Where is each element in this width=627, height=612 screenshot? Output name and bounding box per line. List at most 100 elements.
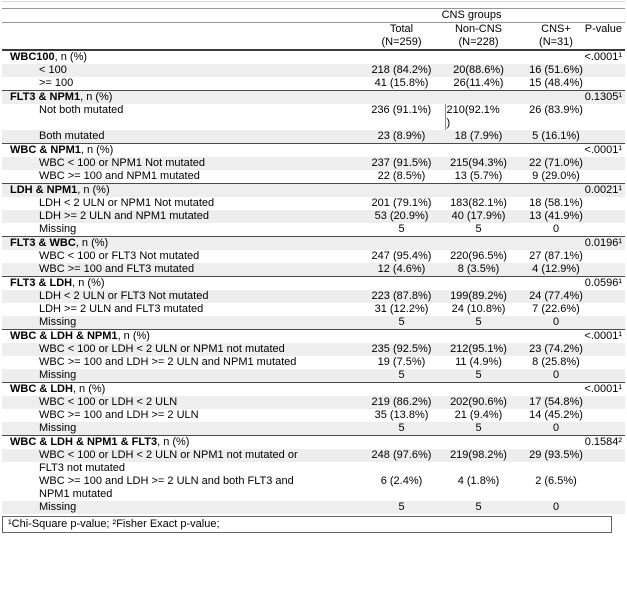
- cnsplus-cell: 18 (58.1%): [529, 197, 583, 209]
- noncns-cell: 5: [445, 501, 512, 514]
- total-cell: 5: [358, 316, 445, 330]
- total-cell: 35 (13.8%): [374, 409, 429, 421]
- row-label: WBC >= 100 and LDH >= 2 ULN: [39, 409, 199, 421]
- cnsplus-cell: 7 (22.6%): [532, 303, 580, 315]
- total-cell: 12 (4.6%): [358, 263, 445, 277]
- cns-groups-table: CNS groups Total (N=259) Non-CNS (N=228)…: [2, 8, 626, 514]
- noncns-cell: 24 (10.8%): [451, 303, 506, 315]
- section-row: FLT3 & WBC, n (%) 0.0196¹: [2, 236, 626, 250]
- total-cell: 235 (92.5%): [358, 343, 445, 356]
- data-row: Both mutated 23 (8.9%) 18 (7.9%) 5 (16.1%): [2, 130, 626, 144]
- cnsplus-cell: 5 (16.1%): [512, 130, 600, 144]
- section-row: WBC & NPM1, n (%) <.0001¹: [2, 143, 626, 157]
- noncns-cell: 11 (4.9%): [455, 356, 502, 368]
- pvalue-empty-cell: [600, 64, 626, 77]
- noncns-cell: 5: [445, 369, 512, 383]
- pvalue-empty-cell: [600, 422, 626, 436]
- pvalue-empty-cell: [600, 369, 626, 383]
- noncns-cell: 8 (3.5%): [445, 263, 512, 277]
- total-cell: 201 (79.1%): [371, 197, 432, 209]
- data-row: WBC < 100 or FLT3 Not mutated 247 (95.4%)…: [2, 250, 625, 263]
- data-row: Missing 5 5 0: [2, 369, 626, 383]
- data-row: WBC >= 100 and LDH >= 2 ULN 35 (13.8%) 21 …: [2, 409, 625, 422]
- pvalue-empty-cell: [600, 77, 625, 91]
- cnsplus-cell: 0: [512, 422, 600, 436]
- cnsplus-cell: 14 (45.2%): [529, 409, 583, 421]
- col-header-cnsplus: CNS+ (N=31): [512, 22, 600, 51]
- row-label: LDH >= 2 ULN and FLT3 mutated: [39, 303, 204, 315]
- row-label: Missing: [2, 422, 358, 436]
- noncns-cell: 26(11.4%): [453, 77, 504, 89]
- footnote-box: ¹Chi-Square p-value; ²Fisher Exact p-val…: [2, 516, 612, 533]
- data-row: >= 100 41 (15.8%) 26(11.4%) 15 (48.4%): [2, 77, 625, 91]
- col-header-noncns: Non-CNS (N=228): [445, 22, 512, 51]
- pvalue-cell: 0.0596¹: [358, 276, 626, 290]
- section-label: WBC100, n (%): [10, 51, 88, 63]
- section-row: WBC & LDH, n (%) <.0001¹: [2, 382, 626, 396]
- cnsplus-cell: 27 (87.1%): [529, 250, 583, 262]
- data-row: LDH < 2 ULN or FLT3 Not mutated 223 (87.8…: [2, 290, 626, 303]
- section-label: WBC & NPM1, n (%): [2, 143, 358, 157]
- pvalue-empty-cell: [600, 501, 626, 514]
- col-header-pvalue: P-value: [584, 23, 623, 35]
- col-header-total: Total (N=259): [358, 22, 445, 51]
- total-cell: 23 (8.9%): [358, 130, 445, 144]
- data-row: WBC < 100 or LDH < 2 ULN or NPM1 not mut…: [2, 449, 626, 462]
- row-label: WBC < 100 or FLT3 Not mutated: [39, 250, 200, 262]
- data-row: WBC < 100 or LDH < 2 ULN 219 (86.2%) 202(9…: [2, 396, 626, 409]
- pvalue-empty-cell: [600, 223, 625, 237]
- row-label: Not both mutated: [39, 104, 124, 116]
- cnsplus-cell: 0: [512, 501, 600, 514]
- data-row: WBC >= 100 and LDH >= 2 ULN and NPM1 mut…: [2, 356, 625, 369]
- data-row: Missing 5 5 0: [2, 422, 626, 436]
- data-row: WBC >= 100 and LDH >= 2 ULN and both FLT…: [2, 475, 625, 488]
- section-row: FLT3 & LDH, n (%) 0.0596¹: [2, 276, 626, 290]
- noncns-cell: 13 (5.7%): [454, 170, 503, 182]
- section-label: FLT3 & WBC, n (%): [2, 236, 358, 250]
- data-row: Missing 5 5 0: [2, 501, 626, 514]
- footnote-text: ¹Chi-Square p-value; ²Fisher Exact p-val…: [8, 518, 220, 530]
- pvalue-empty-cell: [600, 210, 626, 223]
- page-top-divider: [2, 1, 625, 8]
- noncns-cell: 5: [475, 223, 482, 235]
- noncns-cell: 5: [445, 422, 512, 436]
- cnsplus-cell: 29 (93.5%): [512, 449, 600, 462]
- empty-cell: [358, 488, 625, 501]
- pvalue-empty-cell: [600, 356, 625, 369]
- row-label: WBC >= 100 and FLT3 mutated: [2, 263, 358, 277]
- row-label: NPM1 mutated: [39, 488, 113, 500]
- section-label: WBC & LDH & NPM1, n (%): [2, 329, 358, 343]
- row-label: WBC >= 100 and LDH >= 2 ULN and both FLT…: [39, 475, 294, 487]
- pvalue-cell: <.0001¹: [358, 382, 626, 396]
- section-row: WBC100, n (%) <.0001¹: [2, 50, 625, 64]
- data-row: Missing 5 5 0: [2, 316, 626, 330]
- row-label: FLT3 not mutated: [39, 462, 126, 474]
- total-cell: 247 (95.4%): [371, 250, 432, 262]
- continuation-row: FLT3 not mutated: [2, 462, 625, 475]
- cnsplus-cell: 13 (41.9%): [512, 210, 600, 223]
- row-label: Missing: [2, 316, 358, 330]
- section-row: WBC & LDH & NPM1, n (%) <.0001¹: [2, 329, 626, 343]
- data-row: Missing 5 5 0: [2, 223, 625, 237]
- noncns-cell: 212(95.1%): [445, 343, 512, 356]
- noncns-cell: 4 (1.8%): [457, 475, 500, 487]
- empty-header-cell: [2, 22, 358, 51]
- cnsplus-cell: 24 (77.4%): [512, 290, 600, 303]
- section-row: WBC & LDH & NPM1 & FLT3, n (%) 0.1584²: [2, 435, 626, 449]
- row-label: >= 100: [39, 77, 74, 89]
- cnsplus-cell: 16 (51.6%): [512, 64, 600, 77]
- pvalue-empty-cell: [600, 343, 626, 356]
- data-row: Not both mutated 236 (91.1%) 210(92.1% ) 26…: [2, 104, 625, 130]
- total-cell: 53 (20.9%): [358, 210, 445, 223]
- section-row: LDH & NPM1, n (%) 0.0021¹: [2, 183, 626, 197]
- pvalue-cell: <.0001¹: [584, 51, 623, 63]
- spanning-header-row: CNS groups: [2, 8, 626, 23]
- total-cell: 19 (7.5%): [377, 356, 426, 368]
- continuation-row: NPM1 mutated: [2, 488, 625, 501]
- row-label: WBC < 100 or NPM1 Not mutated: [2, 157, 358, 170]
- pvalue-empty-cell: [600, 104, 625, 130]
- pvalue-cell: <.0001¹: [358, 143, 626, 157]
- total-cell: 41 (15.8%): [374, 77, 429, 89]
- noncns-cell: 202(90.6%): [445, 396, 512, 409]
- total-cell: 248 (97.6%): [358, 449, 445, 462]
